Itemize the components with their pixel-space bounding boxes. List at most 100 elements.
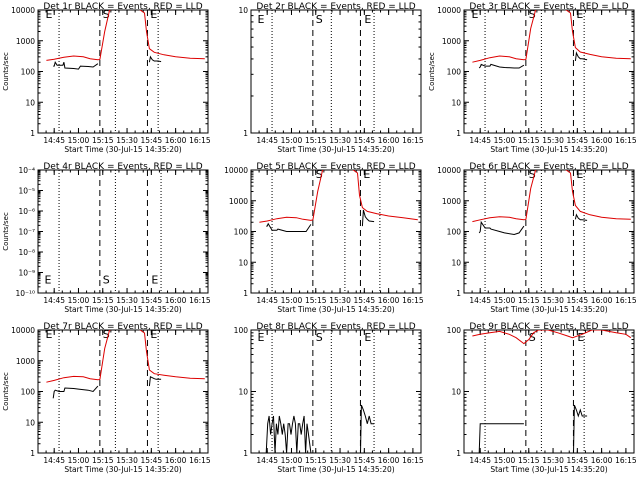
x-tick-label: 15:00	[494, 456, 516, 465]
y-tick-label: 10	[238, 388, 248, 397]
plot-frame	[250, 9, 422, 134]
events-series-line	[266, 222, 312, 232]
x-tick-label: 16:15	[189, 296, 211, 305]
panel-title: Det 3r BLACK = Events, RED = LLD	[469, 2, 628, 12]
x-tick-label: 15:45	[354, 296, 376, 305]
events-series-line	[360, 404, 375, 453]
x-tick-label: 15:15	[92, 136, 114, 145]
y-tick-label: 10⁻⁴	[18, 166, 35, 175]
x-tick-label: 15:15	[518, 296, 540, 305]
x-tick-label: 16:00	[378, 136, 400, 145]
y-tick-label: 10000	[437, 166, 461, 175]
plot-frame	[37, 169, 209, 294]
x-axis-label: Start Time (30-Jul-15 14:35:20)	[64, 305, 181, 314]
x-tick-label: 15:30	[542, 296, 564, 305]
y-tick-label: 10000	[224, 166, 248, 175]
lld-series-line	[472, 10, 631, 63]
x-tick-label: 16:15	[189, 136, 211, 145]
y-axis-label: Counts/sec	[2, 212, 10, 251]
detector-panel-1: Det 1r BLACK = Events, RED = LLD 1 10 100 10…	[2, 2, 211, 154]
x-tick-label: 16:00	[165, 296, 187, 305]
y-tick-label: 1	[456, 289, 461, 298]
y-tick-label: 10⁻⁹	[18, 269, 35, 278]
y-tick-label: 10000	[11, 6, 35, 15]
x-tick-label: 14:45	[469, 296, 491, 305]
x-tick-label: 14:45	[256, 136, 278, 145]
events-series-line	[148, 376, 162, 387]
panel-title: Det 1r BLACK = Events, RED = LLD	[43, 2, 202, 12]
y-axis-label: Counts/sec	[428, 52, 436, 91]
x-tick-label: 15:30	[329, 136, 351, 145]
events-series-line	[573, 404, 588, 453]
x-tick-label: 15:45	[141, 296, 163, 305]
x-tick-label: 15:30	[116, 456, 138, 465]
x-tick-label: 16:15	[402, 296, 424, 305]
detector-panel-9: Det 9r BLACK = Events, RED = LLD 1 10 100 14…	[447, 322, 637, 474]
x-tick-label: 15:15	[305, 456, 327, 465]
x-tick-label: 15:45	[141, 136, 163, 145]
y-tick-label: 10⁻⁵	[18, 187, 35, 196]
y-tick-label: 10	[25, 418, 35, 427]
event-marker: E	[577, 331, 584, 344]
x-tick-label: 15:45	[141, 456, 163, 465]
events-series-line	[574, 213, 588, 221]
y-tick-label: 10	[451, 258, 461, 267]
events-series-line	[52, 385, 99, 399]
x-tick-label: 16:15	[615, 456, 637, 465]
event-marker: E	[45, 328, 52, 341]
y-tick-label: 1000	[442, 37, 461, 46]
x-tick-label: 15:30	[116, 136, 138, 145]
x-tick-label: 15:45	[354, 136, 376, 145]
x-axis-label: Start Time (30-Jul-15 14:35:20)	[277, 305, 394, 314]
y-tick-label: 100	[234, 326, 249, 335]
x-tick-label: 15:00	[68, 456, 90, 465]
event-marker: S	[316, 13, 323, 26]
x-tick-label: 15:00	[281, 456, 303, 465]
x-tick-label: 14:45	[469, 456, 491, 465]
y-tick-label: 1000	[229, 197, 248, 206]
detector-panel-8: Det 8r BLACK = Events, RED = LLD 1 10 100 14…	[234, 322, 424, 474]
x-tick-label: 15:15	[305, 296, 327, 305]
x-axis-label: Start Time (30-Jul-15 14:35:20)	[64, 465, 181, 474]
x-tick-label: 16:00	[378, 456, 400, 465]
y-tick-label: 10	[451, 98, 461, 107]
events-series-line	[53, 60, 99, 70]
event-marker: E	[150, 328, 157, 341]
event-marker: E	[150, 8, 157, 21]
events-series-line	[148, 55, 162, 63]
x-tick-label: 15:30	[329, 296, 351, 305]
y-tick-label: 10⁻⁷	[18, 228, 35, 237]
y-tick-label: 1000	[16, 357, 35, 366]
x-tick-label: 15:00	[281, 296, 303, 305]
x-tick-label: 15:00	[494, 136, 516, 145]
events-series-line	[478, 423, 524, 453]
x-tick-label: 16:00	[591, 136, 613, 145]
x-tick-label: 15:45	[354, 456, 376, 465]
panel-title: Det 6r BLACK = Events, RED = LLD	[469, 162, 628, 172]
x-tick-label: 16:15	[402, 136, 424, 145]
events-series-line	[478, 220, 525, 236]
event-marker: S	[103, 274, 110, 287]
y-tick-label: 100	[447, 68, 462, 77]
x-tick-label: 16:15	[402, 456, 424, 465]
x-tick-label: 16:00	[165, 136, 187, 145]
event-marker: S	[529, 168, 536, 181]
plot-frame	[250, 329, 422, 454]
plot-frame	[37, 9, 209, 134]
y-tick-label: 10⁻⁶	[18, 207, 35, 216]
x-tick-label: 14:45	[43, 456, 65, 465]
y-tick-label: 1000	[442, 197, 461, 206]
x-tick-label: 15:00	[68, 136, 90, 145]
x-tick-label: 15:00	[494, 296, 516, 305]
y-tick-label: 100	[447, 228, 462, 237]
event-marker: E	[364, 331, 371, 344]
x-tick-label: 15:15	[518, 456, 540, 465]
detector-panel-2: Det 2r BLACK = Events, RED = LLD 1 10 14:45…	[238, 2, 423, 154]
detector-panel-4: Det 4r BLACK = Events, RED = LLD 10⁻¹⁰ 10⁻…	[2, 162, 211, 314]
x-tick-label: 16:00	[591, 296, 613, 305]
lld-series-line	[472, 330, 632, 345]
